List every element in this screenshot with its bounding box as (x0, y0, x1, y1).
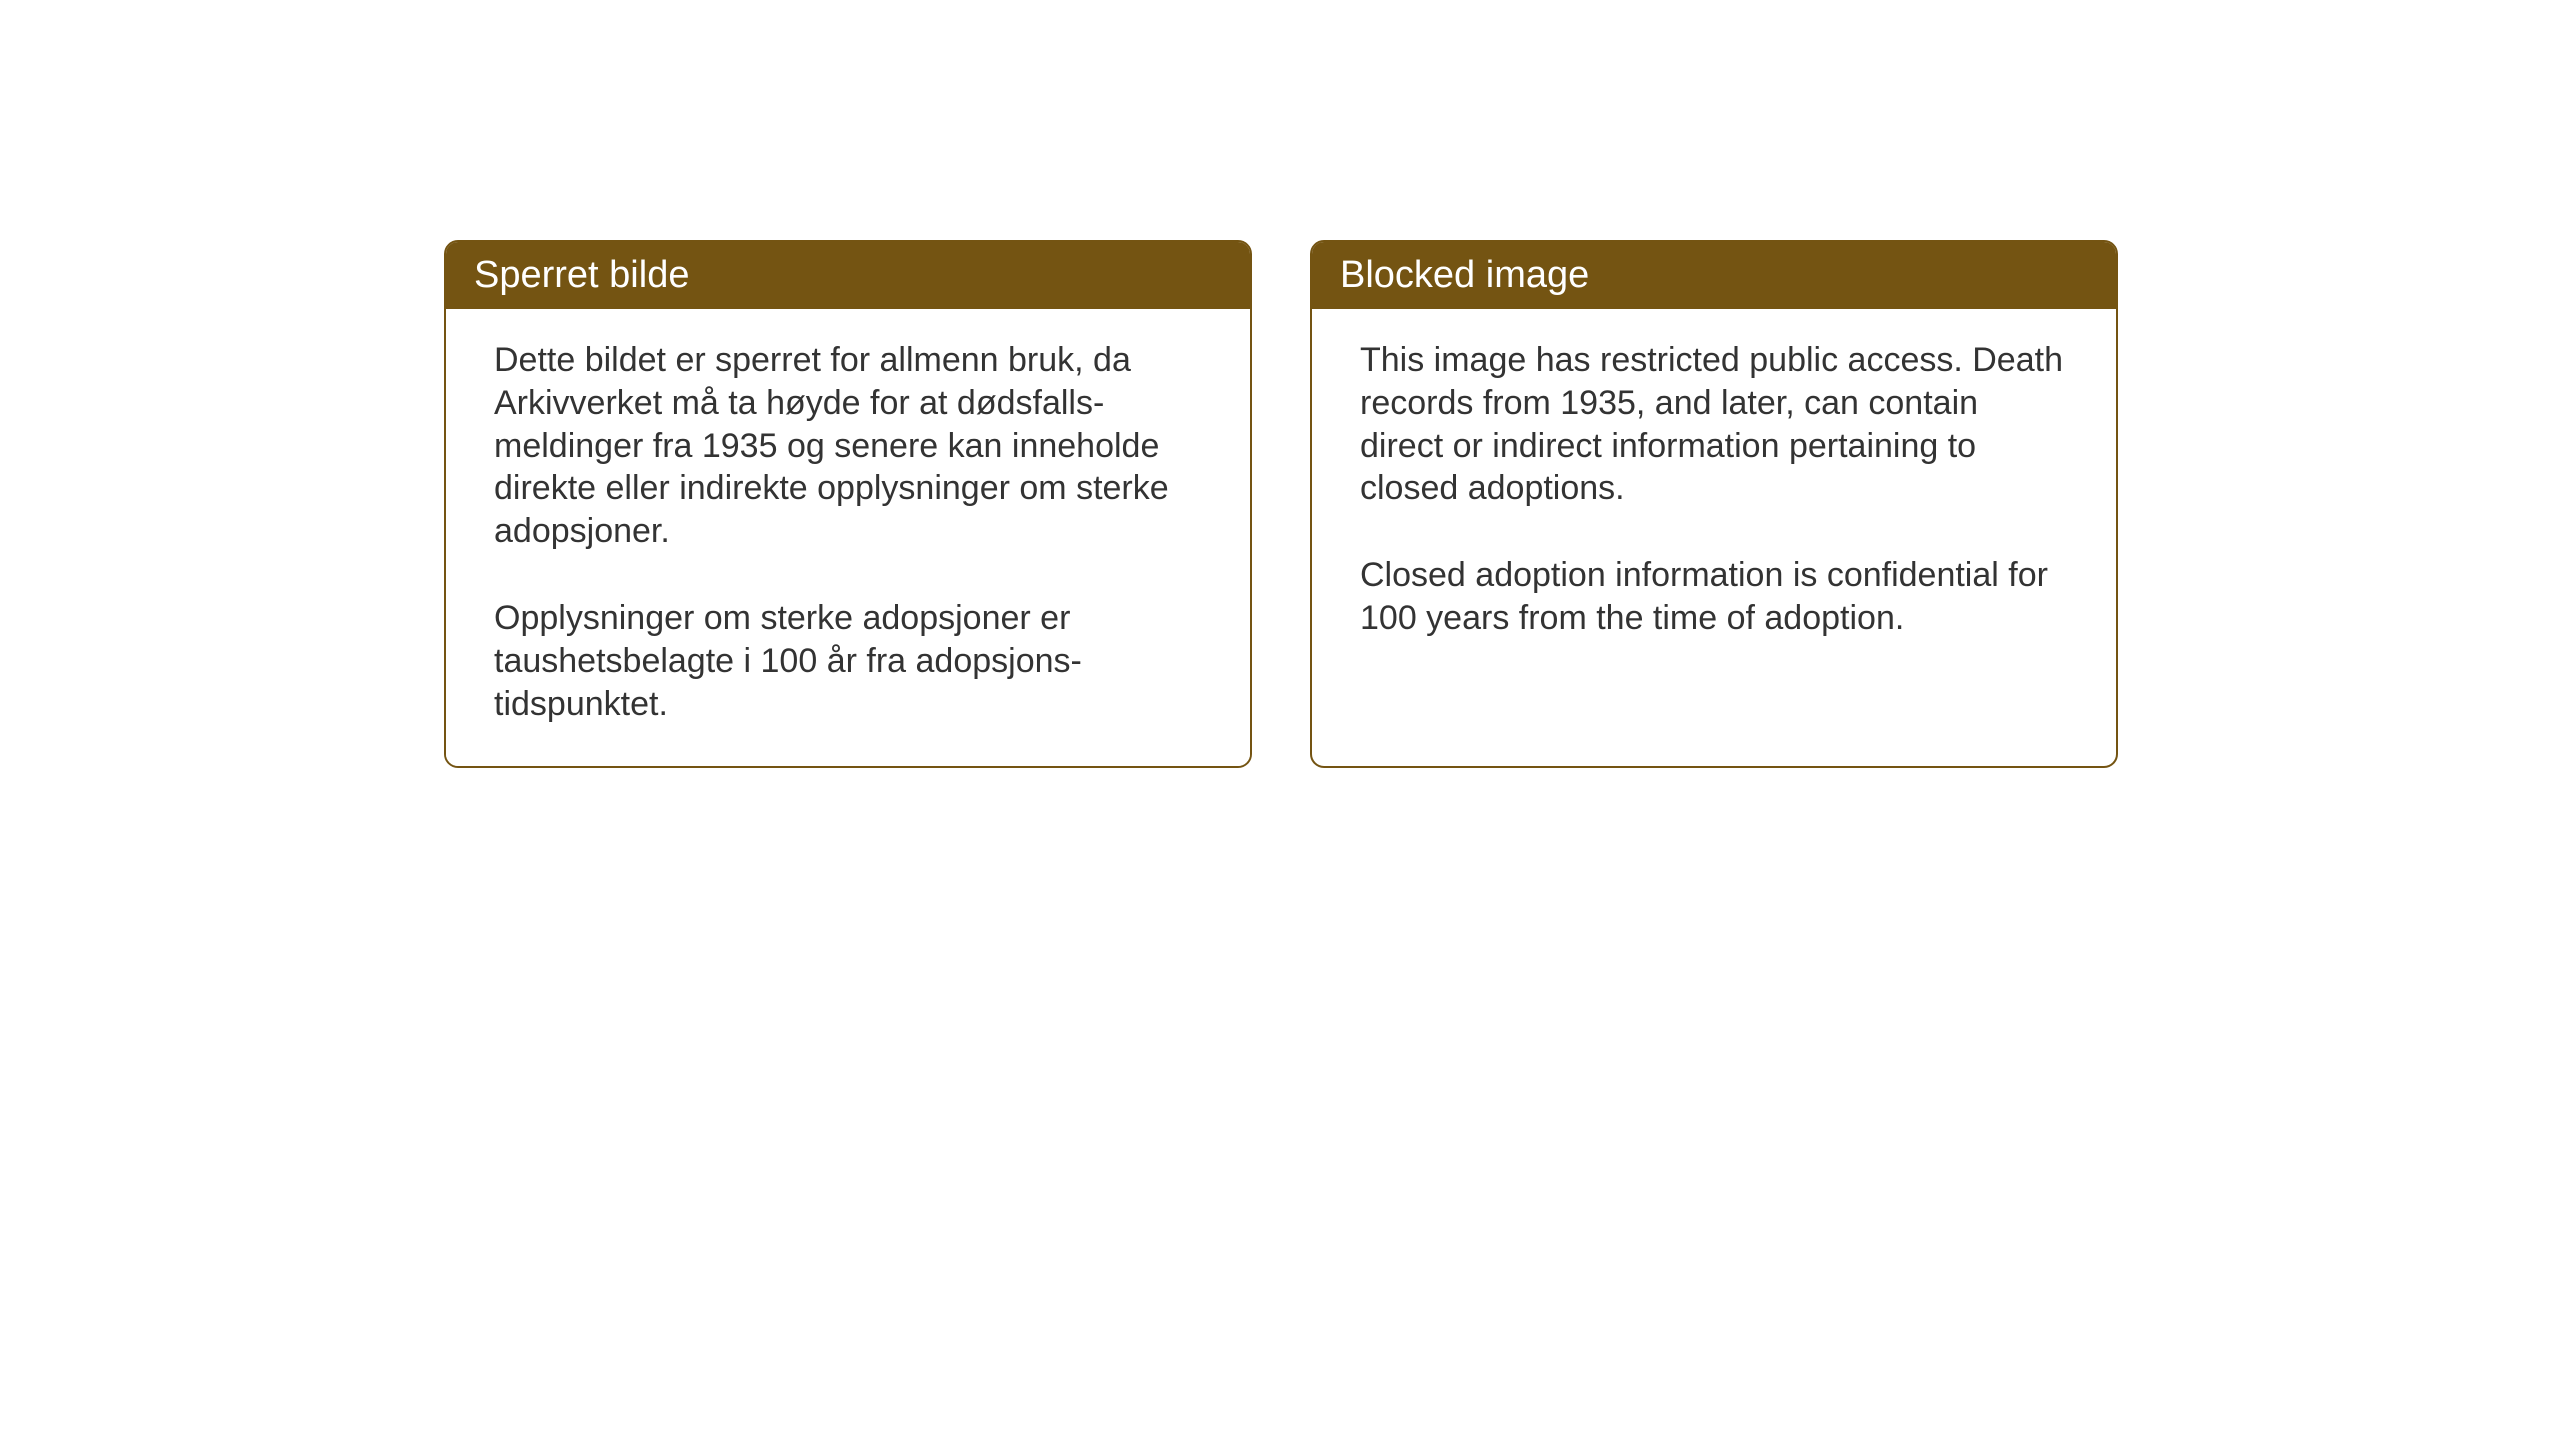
card-header-norwegian: Sperret bilde (446, 242, 1250, 309)
card-body-english: This image has restricted public access.… (1312, 309, 2116, 722)
card-header-english: Blocked image (1312, 242, 2116, 309)
card-paragraph-1-norwegian: Dette bildet er sperret for allmenn bruk… (494, 339, 1202, 553)
card-english: Blocked image This image has restricted … (1310, 240, 2118, 768)
card-paragraph-2-english: Closed adoption information is confident… (1360, 554, 2068, 640)
card-title-norwegian: Sperret bilde (474, 254, 689, 296)
card-paragraph-1-english: This image has restricted public access.… (1360, 339, 2068, 510)
card-norwegian: Sperret bilde Dette bildet er sperret fo… (444, 240, 1252, 768)
card-paragraph-2-norwegian: Opplysninger om sterke adopsjoner er tau… (494, 597, 1202, 725)
card-title-english: Blocked image (1340, 254, 1589, 296)
card-body-norwegian: Dette bildet er sperret for allmenn bruk… (446, 309, 1250, 766)
cards-container: Sperret bilde Dette bildet er sperret fo… (444, 240, 2118, 768)
